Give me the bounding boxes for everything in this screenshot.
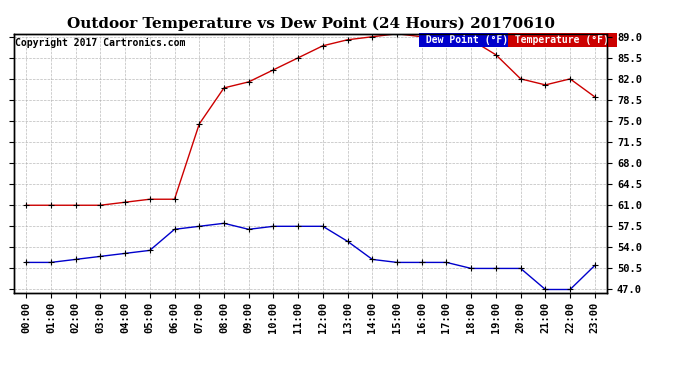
Title: Outdoor Temperature vs Dew Point (24 Hours) 20170610: Outdoor Temperature vs Dew Point (24 Hou… bbox=[66, 17, 555, 31]
Text: Copyright 2017 Cartronics.com: Copyright 2017 Cartronics.com bbox=[15, 38, 186, 48]
Text: Dew Point (°F): Dew Point (°F) bbox=[420, 35, 514, 45]
Text: Temperature (°F): Temperature (°F) bbox=[509, 35, 615, 45]
